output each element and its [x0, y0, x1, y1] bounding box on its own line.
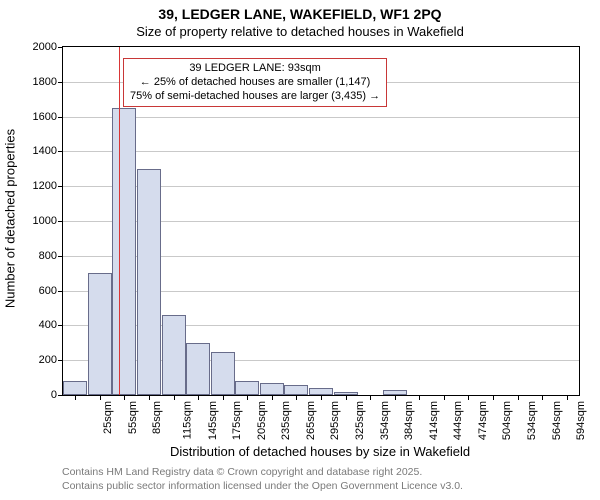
y-tick-mark	[58, 256, 63, 257]
histogram-bar	[112, 108, 136, 395]
x-tick-mark	[321, 395, 322, 400]
x-tick-label: 115sqm	[181, 401, 193, 439]
x-tick-label: 265sqm	[305, 401, 317, 440]
y-tick-label: 200	[39, 354, 57, 366]
y-tick-label: 1600	[33, 111, 57, 123]
x-tick-label: 354sqm	[379, 401, 391, 440]
y-tick-label: 1000	[33, 215, 57, 227]
histogram-bar	[211, 352, 235, 396]
histogram-bar	[63, 381, 87, 395]
y-tick-mark	[58, 186, 63, 187]
x-tick-mark	[247, 395, 248, 400]
page-subtitle: Size of property relative to detached ho…	[0, 24, 600, 39]
page-title: 39, LEDGER LANE, WAKEFIELD, WF1 2PQ	[0, 6, 600, 22]
y-tick-mark	[58, 291, 63, 292]
callout-line: ← 25% of detached houses are smaller (1,…	[130, 76, 380, 90]
x-tick-mark	[100, 395, 101, 400]
y-tick-label: 800	[39, 250, 57, 262]
x-tick-label: 325sqm	[354, 401, 366, 440]
x-tick-label: 205sqm	[256, 401, 268, 440]
x-tick-label: 474sqm	[477, 401, 489, 440]
histogram-bar	[309, 388, 333, 395]
x-tick-label: 55sqm	[127, 401, 139, 434]
x-tick-mark	[444, 395, 445, 400]
x-tick-label: 534sqm	[526, 401, 538, 440]
x-tick-mark	[149, 395, 150, 400]
callout-line: 75% of semi-detached houses are larger (…	[130, 90, 380, 104]
y-tick-mark	[58, 221, 63, 222]
x-tick-mark	[468, 395, 469, 400]
grid-line	[63, 151, 579, 152]
x-tick-mark	[346, 395, 347, 400]
x-tick-mark	[296, 395, 297, 400]
histogram-bar	[162, 315, 186, 395]
x-tick-mark	[518, 395, 519, 400]
x-tick-mark	[567, 395, 568, 400]
x-tick-mark	[419, 395, 420, 400]
x-tick-label: 85sqm	[151, 401, 163, 434]
y-tick-mark	[58, 395, 63, 396]
y-tick-mark	[58, 325, 63, 326]
y-tick-mark	[58, 151, 63, 152]
x-tick-label: 594sqm	[575, 401, 587, 440]
marker-line	[119, 47, 120, 395]
x-axis-label: Distribution of detached houses by size …	[62, 444, 578, 459]
plot-area: 020040060080010001200140016001800200025s…	[62, 46, 580, 396]
x-tick-label: 414sqm	[428, 401, 440, 440]
x-tick-label: 564sqm	[551, 401, 563, 440]
y-tick-mark	[58, 117, 63, 118]
y-tick-label: 2000	[33, 41, 57, 53]
x-tick-mark	[75, 395, 76, 400]
x-tick-mark	[542, 395, 543, 400]
y-tick-label: 1200	[33, 180, 57, 192]
x-tick-mark	[174, 395, 175, 400]
x-tick-mark	[493, 395, 494, 400]
callout-line: 39 LEDGER LANE: 93sqm	[130, 62, 380, 76]
chart-container: 39, LEDGER LANE, WAKEFIELD, WF1 2PQ Size…	[0, 0, 600, 500]
y-tick-label: 400	[39, 319, 57, 331]
x-tick-label: 444sqm	[452, 401, 464, 440]
x-tick-mark	[223, 395, 224, 400]
y-tick-label: 1800	[33, 76, 57, 88]
histogram-bar	[137, 169, 161, 395]
histogram-bar	[260, 383, 284, 395]
x-tick-label: 145sqm	[207, 401, 219, 440]
histogram-bar	[235, 381, 259, 395]
x-tick-label: 384sqm	[403, 401, 415, 440]
attribution-line-2: Contains public sector information licen…	[62, 480, 463, 492]
y-tick-label: 0	[51, 389, 57, 401]
x-tick-label: 235sqm	[280, 401, 292, 440]
histogram-bar	[88, 273, 112, 395]
callout-box: 39 LEDGER LANE: 93sqm← 25% of detached h…	[123, 58, 387, 107]
x-tick-mark	[395, 395, 396, 400]
x-tick-mark	[370, 395, 371, 400]
y-tick-mark	[58, 360, 63, 361]
x-tick-label: 504sqm	[502, 401, 514, 440]
x-tick-mark	[124, 395, 125, 400]
y-tick-label: 600	[39, 285, 57, 297]
y-tick-label: 1400	[33, 145, 57, 157]
y-tick-mark	[58, 82, 63, 83]
x-tick-mark	[272, 395, 273, 400]
histogram-bar	[186, 343, 210, 395]
x-tick-label: 175sqm	[231, 401, 243, 440]
grid-line	[63, 117, 579, 118]
histogram-bar	[284, 385, 308, 395]
y-axis-label: Number of detached properties	[3, 119, 18, 319]
attribution-line-1: Contains HM Land Registry data © Crown c…	[62, 466, 422, 478]
x-tick-label: 25sqm	[102, 401, 114, 434]
x-tick-label: 295sqm	[330, 401, 342, 440]
y-tick-mark	[58, 47, 63, 48]
x-tick-mark	[198, 395, 199, 400]
